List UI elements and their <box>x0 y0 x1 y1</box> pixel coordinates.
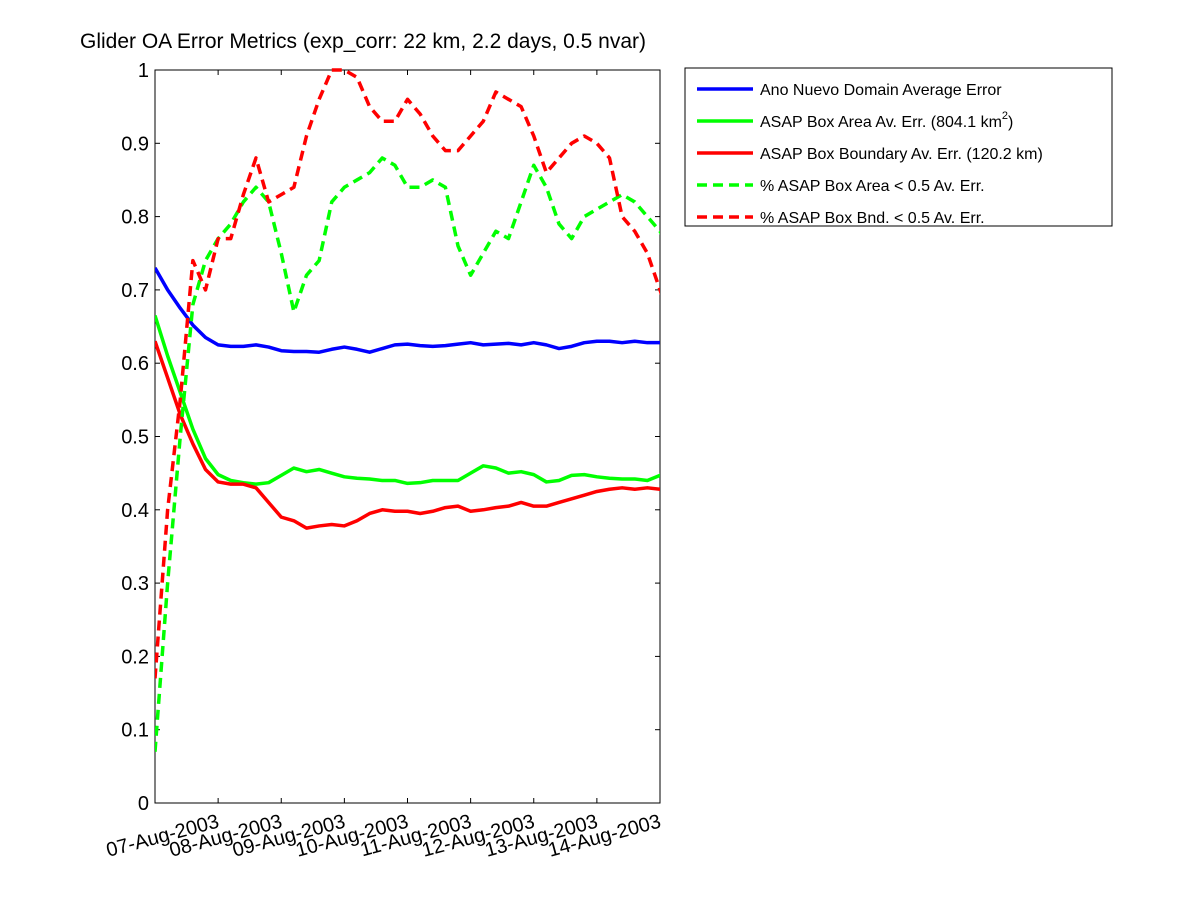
y-tick-label: 0.4 <box>121 500 149 522</box>
series-line-4 <box>155 156 660 752</box>
legend-label: % ASAP Box Area < 0.5 Av. Err. <box>760 178 985 195</box>
y-tick-label: 1 <box>138 60 149 82</box>
series-line-5 <box>155 68 660 679</box>
legend-box <box>684 67 1113 227</box>
legend-label-tail: ) <box>1008 114 1013 131</box>
y-tick-label: 0.2 <box>121 646 149 668</box>
y-tick-label: 0.9 <box>121 133 149 155</box>
y-tick-label: 0.6 <box>121 353 149 375</box>
legend-superscript: 2 <box>1002 110 1008 122</box>
y-tick-label: 0.5 <box>121 427 149 449</box>
chart-title: Glider OA Error Metrics (exp_corr: 22 km… <box>80 30 646 53</box>
plot-area: 00.10.20.30.40.50.60.70.80.9107-Aug-2003… <box>104 60 663 862</box>
y-tick-label: 0.1 <box>121 720 149 742</box>
y-tick-label: 0.8 <box>121 207 149 229</box>
legend-label: Ano Nuevo Domain Average Error <box>760 82 1002 99</box>
legend-label: ASAP Box Area Av. Err. (804.1 km2) <box>760 110 1013 131</box>
axes-box <box>154 69 661 804</box>
y-tick-label: 0.3 <box>121 573 149 595</box>
series-line-1 <box>155 267 660 354</box>
legend: Ano Nuevo Domain Average Error ASAP Box A… <box>684 67 1113 227</box>
y-tick-label: 0.7 <box>121 280 149 302</box>
legend-label: % ASAP Box Bnd. < 0.5 Av. Err. <box>760 210 985 227</box>
y-tick-label: 0 <box>138 793 149 815</box>
series-line-2 <box>155 315 660 486</box>
series-line-3 <box>155 340 660 530</box>
legend-label: ASAP Box Boundary Av. Err. (120.2 km) <box>760 146 1043 163</box>
